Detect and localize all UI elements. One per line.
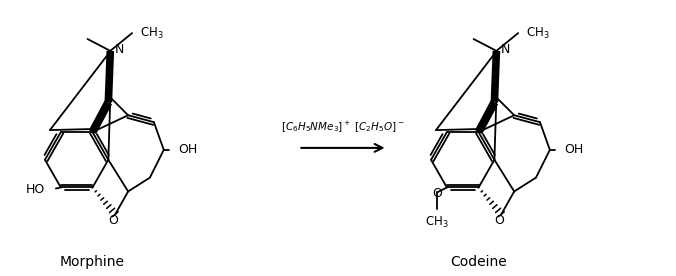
- Text: Codeine: Codeine: [450, 255, 507, 269]
- Text: N: N: [114, 43, 124, 56]
- Text: N: N: [500, 43, 510, 56]
- Text: CH$_3$: CH$_3$: [140, 25, 164, 41]
- Text: OH: OH: [178, 143, 198, 156]
- Text: O: O: [432, 187, 442, 200]
- Text: $[C_6H_5NMe_3]^+$ $[C_2H_5O]^-$: $[C_6H_5NMe_3]^+$ $[C_2H_5O]^-$: [281, 119, 405, 134]
- Text: O: O: [108, 214, 118, 227]
- Text: CH$_3$: CH$_3$: [526, 25, 550, 41]
- Text: CH$_3$: CH$_3$: [425, 215, 449, 230]
- Text: OH: OH: [564, 143, 584, 156]
- Text: Morphine: Morphine: [60, 255, 125, 269]
- Text: O: O: [494, 214, 504, 227]
- Text: HO: HO: [26, 183, 45, 196]
